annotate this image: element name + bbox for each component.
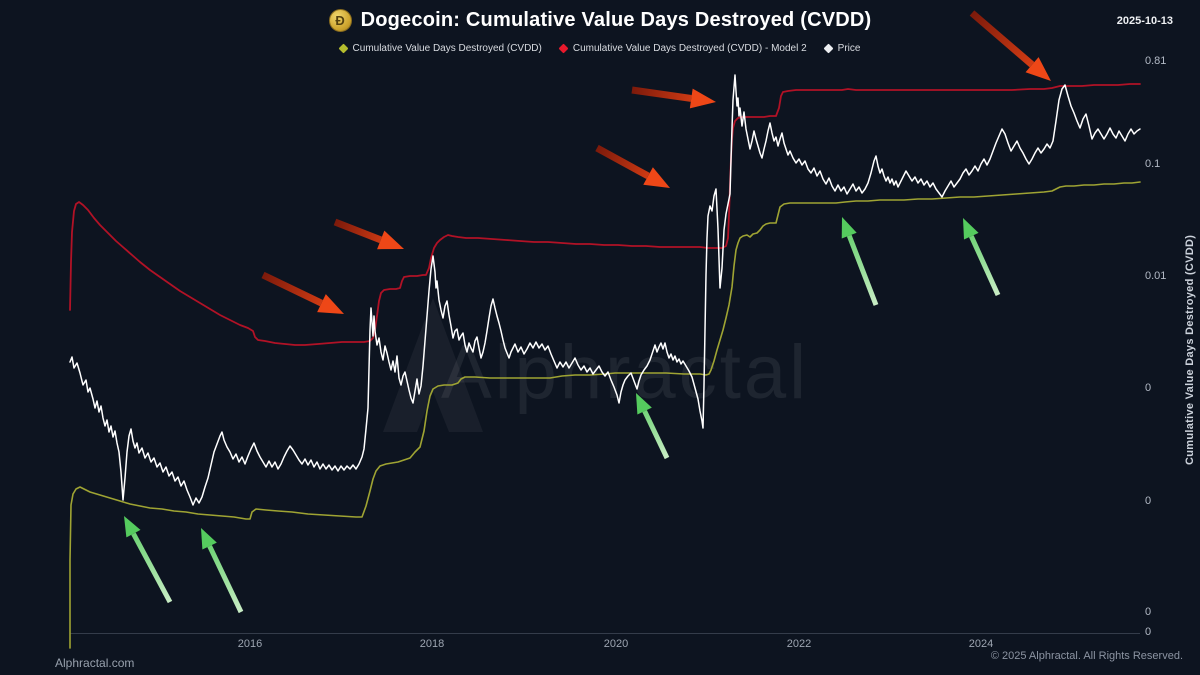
x-tick-label: 2024 [968,638,994,650]
legend-marker-icon [558,43,569,54]
red-arrow-annotation [631,86,716,109]
chart-header: Ð Dogecoin: Cumulative Value Days Destro… [0,9,1200,32]
x-tick-label: 2020 [603,638,629,650]
red-arrow-annotation [261,271,344,314]
dogecoin-coin-icon: Ð [328,9,352,32]
y-tick-label: 0.81 [1145,55,1167,67]
x-tick-label: 2018 [419,638,445,650]
red-arrow-annotation [969,10,1051,81]
legend-item-0: Cumulative Value Days Destroyed (CVDD) [338,43,542,54]
legend-marker-icon [338,43,348,54]
footer-copyright: © 2025 Alphractal. All Rights Reserved. [990,650,1183,662]
y-tick-label: 0 [1145,495,1152,507]
green-arrow-annotation [201,528,244,614]
legend-item-2: Price [823,43,861,54]
y-axis-title: Cumulative Value Days Destroyed (CVDD) [1184,234,1196,466]
report-date: 2025-10-13 [1116,15,1173,27]
legend-marker-icon [823,43,834,54]
y-tick-label: 0 [1145,606,1152,618]
x-tick-label: 2016 [237,638,263,650]
series-line-2 [69,74,1141,506]
legend-label: Price [837,43,861,54]
legend-item-1: Cumulative Value Days Destroyed (CVDD) -… [558,43,807,54]
y-tick-label: 0 [1145,382,1152,394]
y-tick-label: 0.01 [1145,270,1167,282]
green-arrow-annotation [963,218,1001,297]
legend-label: Cumulative Value Days Destroyed (CVDD) -… [572,43,807,54]
y-tick-label: 0 [1145,626,1152,638]
green-arrow-annotation [124,516,173,604]
green-arrow-annotation [636,393,670,460]
red-arrow-annotation [333,218,404,250]
x-tick-label: 2022 [786,638,812,650]
green-arrow-annotation [841,217,879,306]
chart-legend: Cumulative Value Days Destroyed (CVDD) Cu… [0,43,1200,54]
page-title: Dogecoin: Cumulative Value Days Destroye… [360,9,872,31]
legend-label: Cumulative Value Days Destroyed (CVDD) [352,43,542,54]
footer-site-link: Alphractal.com [55,656,135,670]
red-arrow-annotation [595,144,670,188]
y-tick-label: 0.1 [1145,158,1161,170]
watermark-logo-icon [383,298,483,432]
series-line-0 [69,83,1141,346]
